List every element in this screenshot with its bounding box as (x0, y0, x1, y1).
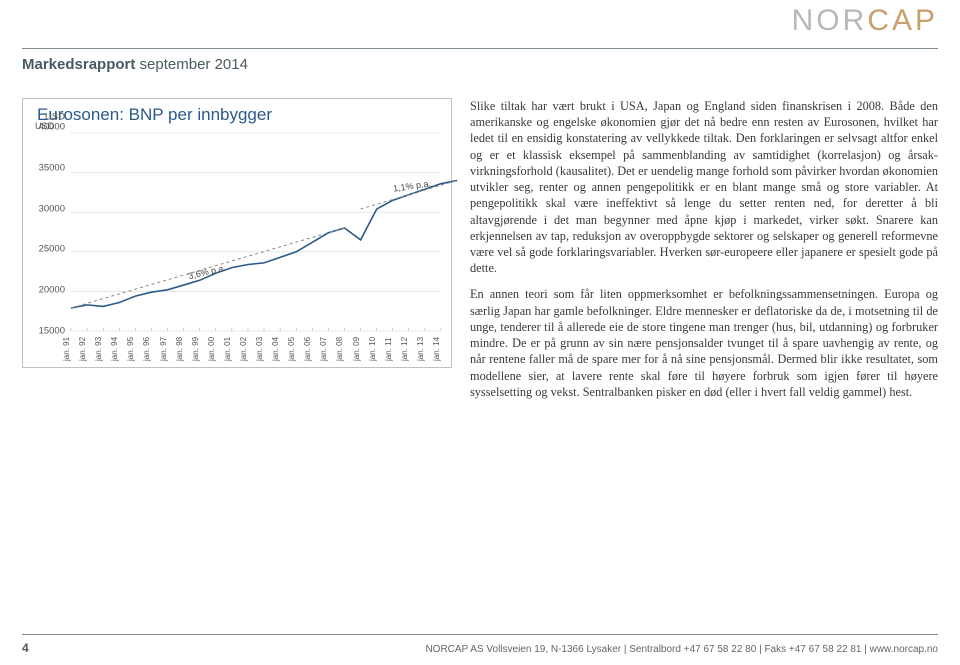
report-title: Markedsrapport september 2014 (22, 56, 248, 73)
logo-part2: CAP (867, 4, 938, 37)
paragraph-1: Slike tiltak har vært brukt i USA, Japan… (470, 98, 938, 276)
report-title-bold: Markedsrapport (22, 56, 135, 73)
svg-text:USD: USD (35, 121, 55, 131)
content-row: Eurosonen: BNP per innbygger USD15000200… (22, 98, 938, 410)
x-axis-labels: jan. 91jan. 92jan. 93jan. 94jan. 95jan. … (71, 331, 441, 365)
chart-plot-area: USD 3,6% p.a. 1,1% p.a. (71, 133, 441, 331)
footer-text: NORCAP AS Vollsveien 19, N-1366 Lysaker … (425, 644, 938, 655)
brand-logo: NORCAP (792, 4, 938, 38)
header-divider (22, 48, 938, 49)
page-number: 4 (22, 641, 29, 655)
gdp-chart: Eurosonen: BNP per innbygger USD15000200… (22, 98, 452, 368)
logo-part1: NOR (792, 4, 868, 37)
body-text: Slike tiltak har vært brukt i USA, Japan… (470, 98, 938, 410)
y-axis-labels: USD150002000025000300003500040000 (27, 127, 69, 331)
footer-divider (22, 634, 938, 635)
report-title-rest: september 2014 (140, 56, 248, 73)
paragraph-2: En annen teori som får liten oppmerksomh… (470, 286, 938, 400)
chart-svg: USD (71, 133, 441, 331)
chart-title: Eurosonen: BNP per innbygger (23, 99, 451, 127)
